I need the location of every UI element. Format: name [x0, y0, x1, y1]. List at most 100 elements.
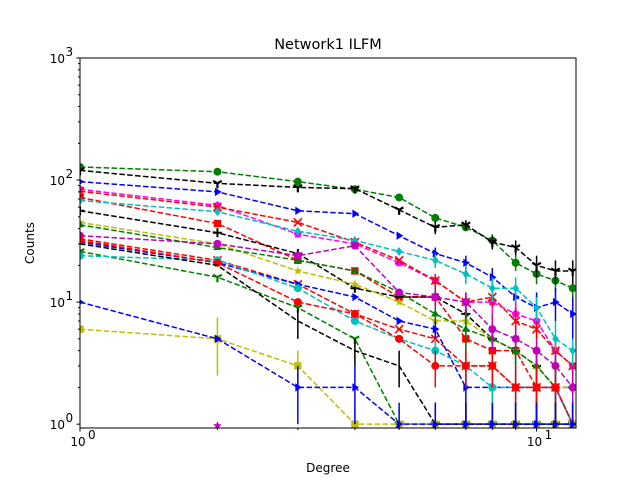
data-point — [212, 228, 222, 238]
data-point — [510, 244, 521, 253]
data-point — [212, 273, 223, 283]
data-point — [552, 297, 560, 307]
data-point — [350, 185, 360, 194]
data-point — [295, 383, 303, 392]
data-point — [431, 213, 440, 222]
data-point — [350, 309, 359, 318]
data-point — [569, 346, 576, 356]
data-point — [352, 209, 360, 218]
series-20 — [213, 421, 222, 428]
data-point — [532, 346, 541, 355]
data-point — [352, 383, 360, 392]
data-point — [430, 223, 441, 233]
data-point — [350, 279, 360, 288]
data-point — [293, 177, 302, 186]
data-point — [552, 334, 559, 344]
data-point — [489, 272, 497, 282]
data-point — [294, 362, 302, 370]
series-line — [80, 224, 574, 425]
data-point — [352, 292, 360, 302]
data-point — [533, 303, 540, 313]
data-point — [568, 284, 576, 293]
data-point — [532, 324, 542, 334]
data-point — [463, 383, 471, 392]
data-point — [463, 258, 471, 267]
series-line — [80, 221, 573, 389]
data-point — [395, 288, 404, 297]
data-point — [213, 421, 222, 428]
data-point — [394, 206, 404, 215]
data-point — [488, 325, 497, 334]
data-point — [80, 179, 85, 185]
plot-frame — [79, 57, 577, 429]
y-tick-exponent: 1 — [66, 289, 74, 303]
x-tick-exponent: 0 — [88, 428, 96, 442]
data-point — [293, 217, 303, 227]
data-point — [513, 292, 520, 302]
data-point — [350, 317, 359, 326]
data-point — [212, 179, 223, 189]
data-point — [511, 383, 520, 392]
data-point — [511, 334, 520, 343]
series-line — [80, 199, 574, 352]
series-16 — [80, 236, 576, 428]
data-point — [80, 248, 85, 257]
series-line — [80, 180, 574, 315]
data-point — [432, 249, 440, 258]
data-point — [570, 309, 576, 319]
x-tick-label: 10 — [70, 435, 85, 449]
data-point — [293, 251, 302, 260]
data-point — [80, 193, 84, 202]
data-point — [394, 324, 404, 334]
data-point — [511, 316, 521, 326]
axis-layer: 10 0 10 110 010 110 210 3 — [50, 45, 552, 449]
data-point — [461, 324, 471, 332]
data-point — [513, 419, 520, 428]
y-tick-exponent: 0 — [66, 411, 74, 425]
data-point — [80, 166, 85, 176]
y-tick-label: 10 — [50, 296, 65, 310]
data-point — [460, 221, 471, 230]
series-11 — [80, 231, 576, 425]
series-19 — [80, 299, 576, 428]
data-point — [431, 255, 439, 265]
data-point — [294, 226, 302, 236]
data-point — [551, 383, 560, 392]
plot-area — [80, 58, 576, 428]
data-point — [213, 167, 222, 176]
y-tick-label: 10 — [50, 418, 65, 432]
data-point — [430, 276, 440, 286]
series-line — [80, 169, 573, 272]
y-axis-title: Counts — [23, 222, 37, 264]
data-point — [568, 383, 576, 392]
data-point — [534, 419, 541, 428]
data-point — [488, 361, 497, 370]
data-point — [80, 220, 85, 228]
data-point — [550, 267, 561, 276]
data-point — [80, 236, 84, 245]
data-point — [350, 241, 359, 250]
data-point — [80, 206, 85, 216]
data-point — [461, 298, 470, 307]
data-point — [293, 298, 302, 307]
data-point — [350, 266, 360, 274]
y-tick-label: 10 — [50, 52, 65, 66]
data-point — [295, 206, 303, 215]
data-point — [487, 238, 498, 248]
data-point — [512, 283, 519, 293]
series-2 — [80, 166, 576, 285]
data-point — [489, 283, 496, 293]
data-point — [213, 239, 222, 248]
data-point — [292, 183, 303, 193]
data-point — [431, 361, 440, 370]
chart-title: Network1 ILFM — [274, 37, 382, 53]
data-point — [432, 419, 440, 428]
x-axis-title: Degree — [306, 461, 350, 475]
data-point — [396, 316, 404, 326]
data-point — [395, 334, 404, 343]
data-point — [80, 299, 85, 305]
data-point — [396, 231, 404, 240]
data-point — [567, 267, 576, 276]
series-line — [80, 234, 574, 388]
